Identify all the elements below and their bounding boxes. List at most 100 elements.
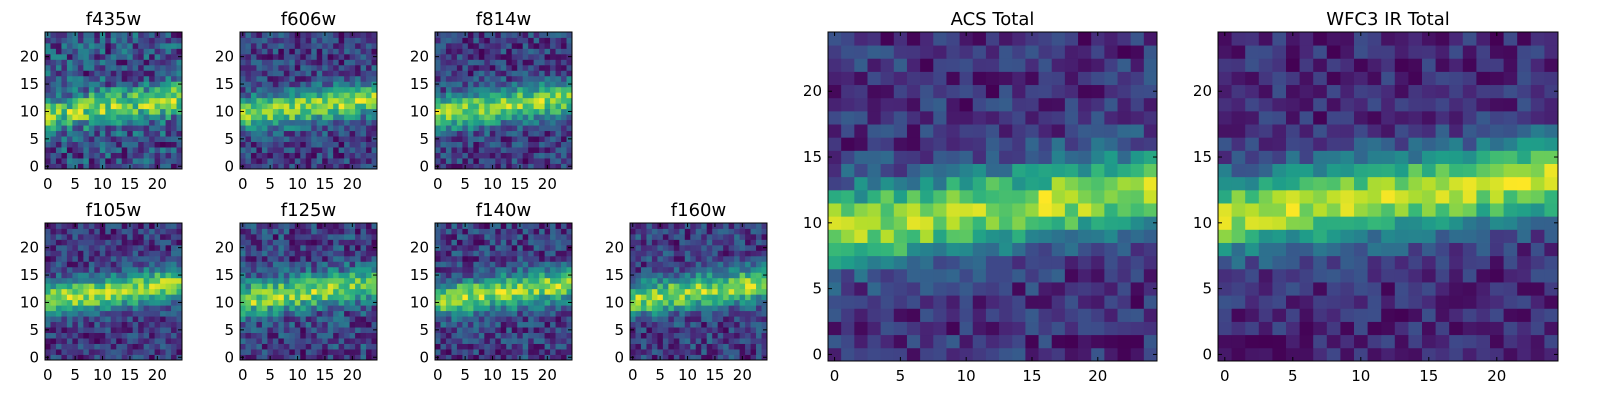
heatmap-cell: [333, 299, 340, 306]
heatmap-cell: [77, 70, 84, 77]
heatmap-cell: [105, 349, 112, 355]
heatmap-cell: [511, 81, 518, 88]
heatmap-cell: [550, 136, 556, 142]
heatmap-cell: [322, 37, 329, 44]
heatmap-cell: [533, 338, 540, 344]
heatmap-cell: [462, 37, 469, 44]
heatmap-cell: [176, 338, 183, 344]
heatmap-cell: [327, 32, 334, 38]
heatmap-cell: [690, 321, 697, 328]
heatmap-cell: [160, 294, 166, 301]
heatmap-cell: [756, 310, 762, 317]
heatmap-cell: [673, 223, 680, 229]
heatmap-cell: [506, 103, 513, 110]
heatmap-cell: [305, 75, 312, 82]
heatmap-cell: [72, 228, 79, 235]
heatmap-cell: [555, 239, 562, 246]
heatmap-cell: [132, 86, 139, 93]
heatmap-cell: [456, 37, 463, 44]
heatmap-cell: [646, 283, 653, 290]
heatmap-cell: [300, 141, 307, 148]
heatmap-cell: [684, 255, 691, 262]
heatmap-cell: [528, 37, 535, 44]
heatmap-cell: [138, 266, 145, 273]
heatmap-cell: [489, 338, 496, 344]
heatmap-cell: [651, 321, 658, 328]
heatmap-cell: [55, 158, 62, 164]
heatmap-cell: [149, 70, 155, 77]
heatmap-cell: [294, 158, 301, 164]
heatmap-cell: [278, 338, 285, 344]
heatmap-cell: [528, 228, 535, 235]
heatmap-cell: [245, 288, 252, 295]
heatmap-cell: [566, 316, 573, 323]
heatmap-cell: [734, 338, 740, 344]
heatmap-cell: [920, 189, 934, 204]
heatmap-cell: [289, 250, 296, 257]
heatmap-cell: [506, 119, 513, 126]
heatmap-cell: [684, 338, 691, 344]
heatmap-cell: [360, 48, 367, 55]
heatmap-cell: [646, 332, 653, 339]
heatmap-cell: [462, 158, 469, 164]
heatmap-cell: [478, 42, 485, 49]
heatmap-cell: [338, 163, 345, 170]
heatmap-cell: [506, 32, 513, 38]
heatmap-cell: [154, 147, 161, 153]
heatmap-cell: [305, 288, 312, 295]
heatmap-cell: [555, 42, 562, 49]
heatmap-cell: [646, 294, 653, 301]
heatmap-cell: [278, 223, 285, 229]
heatmap-cell: [467, 266, 474, 273]
heatmap-cell: [734, 321, 740, 328]
heatmap-cell: [640, 349, 647, 355]
heatmap-cell: [165, 332, 172, 339]
heatmap-cell: [706, 255, 713, 262]
heatmap-cell: [933, 242, 947, 257]
heatmap-cell: [245, 141, 252, 148]
heatmap-cell: [132, 277, 139, 284]
heatmap-cell: [311, 158, 318, 164]
heatmap-cell: [550, 108, 556, 115]
heatmap-cell: [717, 316, 724, 323]
heatmap-cell: [360, 316, 367, 323]
heatmap-cell: [701, 277, 708, 284]
heatmap-cell: [327, 53, 334, 60]
heatmap-cell: [880, 176, 895, 191]
heatmap-cell: [745, 299, 751, 306]
heatmap-cell: [946, 176, 960, 191]
heatmap-cell: [300, 97, 307, 104]
heatmap-cell: [77, 53, 84, 60]
heatmap-cell: [728, 343, 735, 350]
heatmap-cell: [1130, 203, 1145, 217]
heatmap-cell: [533, 327, 540, 333]
heatmap-cell: [467, 327, 474, 333]
heatmap-cell: [127, 141, 134, 148]
heatmap-cell: [283, 141, 290, 148]
x-tick-label: 0: [628, 366, 638, 384]
heatmap-cell: [50, 136, 57, 142]
heatmap-cell: [272, 136, 279, 142]
heatmap-cell: [456, 152, 463, 159]
heatmap-cell: [132, 75, 139, 82]
heatmap-cell: [132, 288, 139, 295]
heatmap-cell: [261, 37, 268, 44]
heatmap-cell: [45, 233, 51, 240]
heatmap-cell: [920, 321, 934, 336]
heatmap-cell: [500, 108, 507, 115]
heatmap-cell: [300, 343, 307, 350]
heatmap-cell: [289, 283, 296, 290]
heatmap-cell: [467, 283, 474, 290]
heatmap-cell: [684, 261, 691, 268]
heatmap-cell: [300, 119, 307, 126]
heatmap-cell: [467, 349, 474, 355]
heatmap-cell: [154, 136, 161, 142]
heatmap-cell: [289, 228, 296, 235]
heatmap-cell: [132, 32, 139, 38]
y-tick-label: 20: [215, 239, 234, 257]
heatmap-cell: [867, 321, 882, 336]
heatmap-cell: [506, 37, 513, 44]
heatmap-cell: [473, 70, 480, 77]
heatmap-cell: [83, 228, 90, 235]
heatmap-cell: [745, 316, 751, 323]
